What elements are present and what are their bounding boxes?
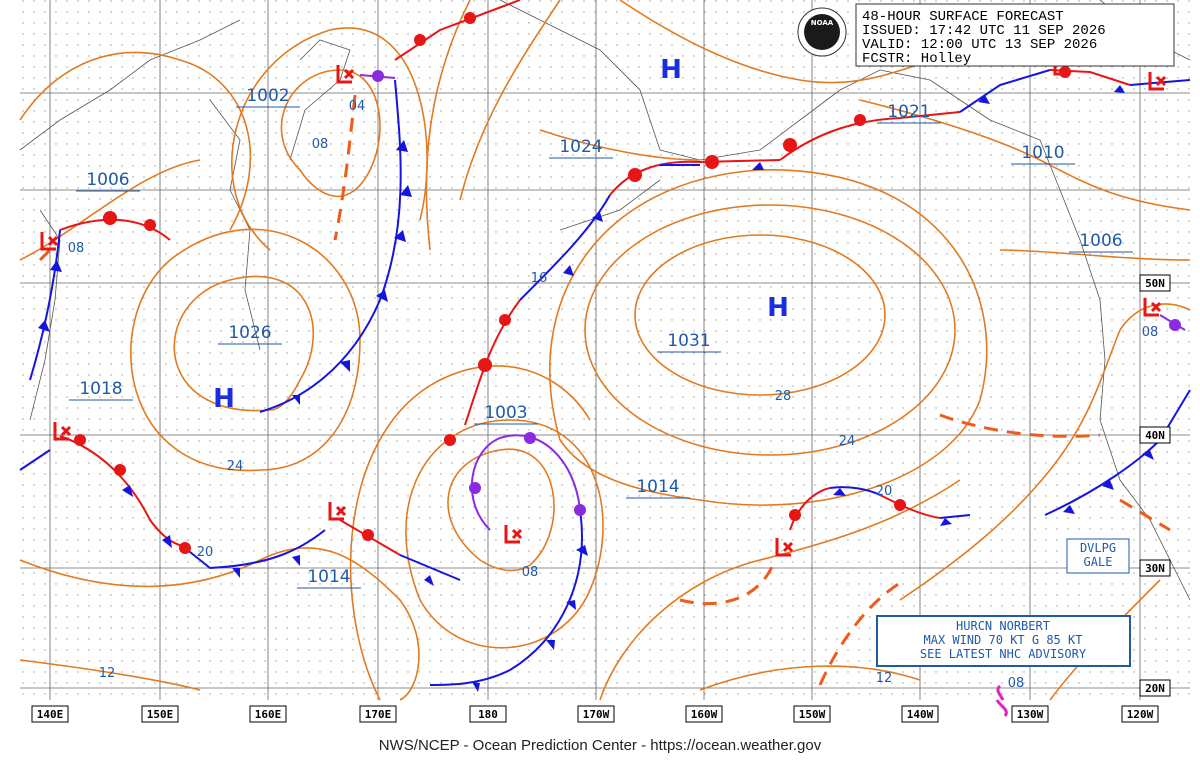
pressure-label: 1031: [667, 331, 710, 351]
gale-text: DVLPG: [1080, 541, 1116, 555]
pressure-label: 1014: [307, 567, 350, 587]
contour-label: 08: [1142, 325, 1159, 340]
pressure-label: 1021: [887, 102, 930, 122]
lon-label: 120W: [1127, 708, 1154, 721]
lon-box: [685, 705, 723, 723]
pressure-label: 1006: [1079, 231, 1122, 251]
lon-box: [31, 705, 69, 723]
pressure-label: 1006: [86, 170, 129, 190]
latitude-labels: 50N 40N 30N 20N: [1139, 274, 1171, 697]
pressure-label: 1002: [246, 86, 289, 106]
header-line: VALID: 12:00 UTC 13 SEP 2026: [862, 37, 1097, 53]
header-line: FCSTR: Holley: [862, 51, 971, 67]
lon-box: [901, 705, 939, 723]
isobars: [19, 0, 1191, 701]
lat-label: 40N: [1145, 429, 1165, 442]
lon-box: [359, 705, 397, 723]
lon-box: [141, 705, 179, 723]
contour-label: 08: [522, 565, 539, 580]
lat-label: 20N: [1145, 682, 1165, 695]
troughs: [38, 94, 1171, 686]
lon-label: 170W: [583, 708, 610, 721]
contour-label: 04: [349, 99, 366, 114]
high-center: H: [660, 55, 682, 85]
contour-label: 08: [1008, 676, 1025, 691]
header-box: [855, 3, 1175, 67]
hurricane-text: HURCN NORBERT: [956, 619, 1050, 633]
gale-text: GALE: [1084, 555, 1113, 569]
lon-box: [577, 705, 615, 723]
contour-label: 24: [839, 434, 856, 449]
lon-box: [469, 705, 507, 723]
pressure-labels: 1002 1006 1026 1018 1024 1003 1031 1014 …: [69, 86, 1133, 589]
header: NOAA 48-HOUR SURFACE FORECAST ISSUED: 17…: [797, 3, 1175, 67]
footer: NWS/NCEP - Ocean Prediction Center - htt…: [379, 737, 822, 754]
lon-label: 140W: [907, 708, 934, 721]
header-line: ISSUED: 17:42 UTC 11 SEP 2026: [862, 23, 1106, 39]
pressure-label: 1024: [559, 137, 602, 157]
map-background: [20, 0, 1190, 700]
high-center: H: [213, 384, 235, 414]
lon-label: 160E: [255, 708, 282, 721]
lon-label: 180: [478, 708, 498, 721]
pressure-label: 1003: [484, 403, 527, 423]
lon-label: 130W: [1017, 708, 1044, 721]
hurricane-text: MAX WIND 70 KT G 85 KT: [924, 633, 1083, 647]
header-line: 48-HOUR SURFACE FORECAST: [862, 9, 1064, 25]
pressure-label: 1014: [636, 477, 679, 497]
high-centers: H H H H: [213, 55, 789, 414]
lat-label: 30N: [1145, 562, 1165, 575]
contour-label: 20: [197, 545, 214, 560]
lon-label: 150E: [147, 708, 174, 721]
lon-box: [249, 705, 287, 723]
low-centers: [40, 60, 1167, 717]
lon-label: 160W: [691, 708, 718, 721]
lon-label: 170E: [365, 708, 392, 721]
contour-label: 08: [68, 241, 85, 256]
contour-label: 12: [876, 671, 893, 686]
contour-label: 12: [99, 666, 116, 681]
longitude-labels: 140E 150E 160E 170E 180 170W 160W 150W 140W 130W 1…: [31, 705, 1159, 723]
contour-label: 20: [876, 484, 893, 499]
lon-box: [1121, 705, 1159, 723]
pressure-label: 1010: [1021, 143, 1064, 163]
lon-box: [793, 705, 831, 723]
hurricane-text: SEE LATEST NHC ADVISORY: [920, 647, 1087, 661]
lon-label: 150W: [799, 708, 826, 721]
lat-label: 50N: [1145, 277, 1165, 290]
contour-label: 24: [227, 459, 244, 474]
contour-label: 08: [312, 137, 329, 152]
contour-labels: 04 08 08 16 24 20 08 28 24 20 12 12 08 0…: [68, 99, 1159, 691]
contour-label: 28: [775, 389, 792, 404]
pressure-label: 1018: [79, 379, 122, 399]
lon-box: [1011, 705, 1049, 723]
logo-text: NOAA: [811, 19, 834, 27]
high-center: H: [767, 293, 789, 323]
fronts: [19, 0, 1191, 692]
contour-label: 16: [531, 271, 548, 286]
gale-box: DVLPG GALE: [1066, 538, 1130, 574]
hurricane-box: HURCN NORBERT MAX WIND 70 KT G 85 KT SEE…: [876, 615, 1131, 667]
pressure-label: 1026: [228, 323, 271, 343]
lon-label: 140E: [37, 708, 64, 721]
